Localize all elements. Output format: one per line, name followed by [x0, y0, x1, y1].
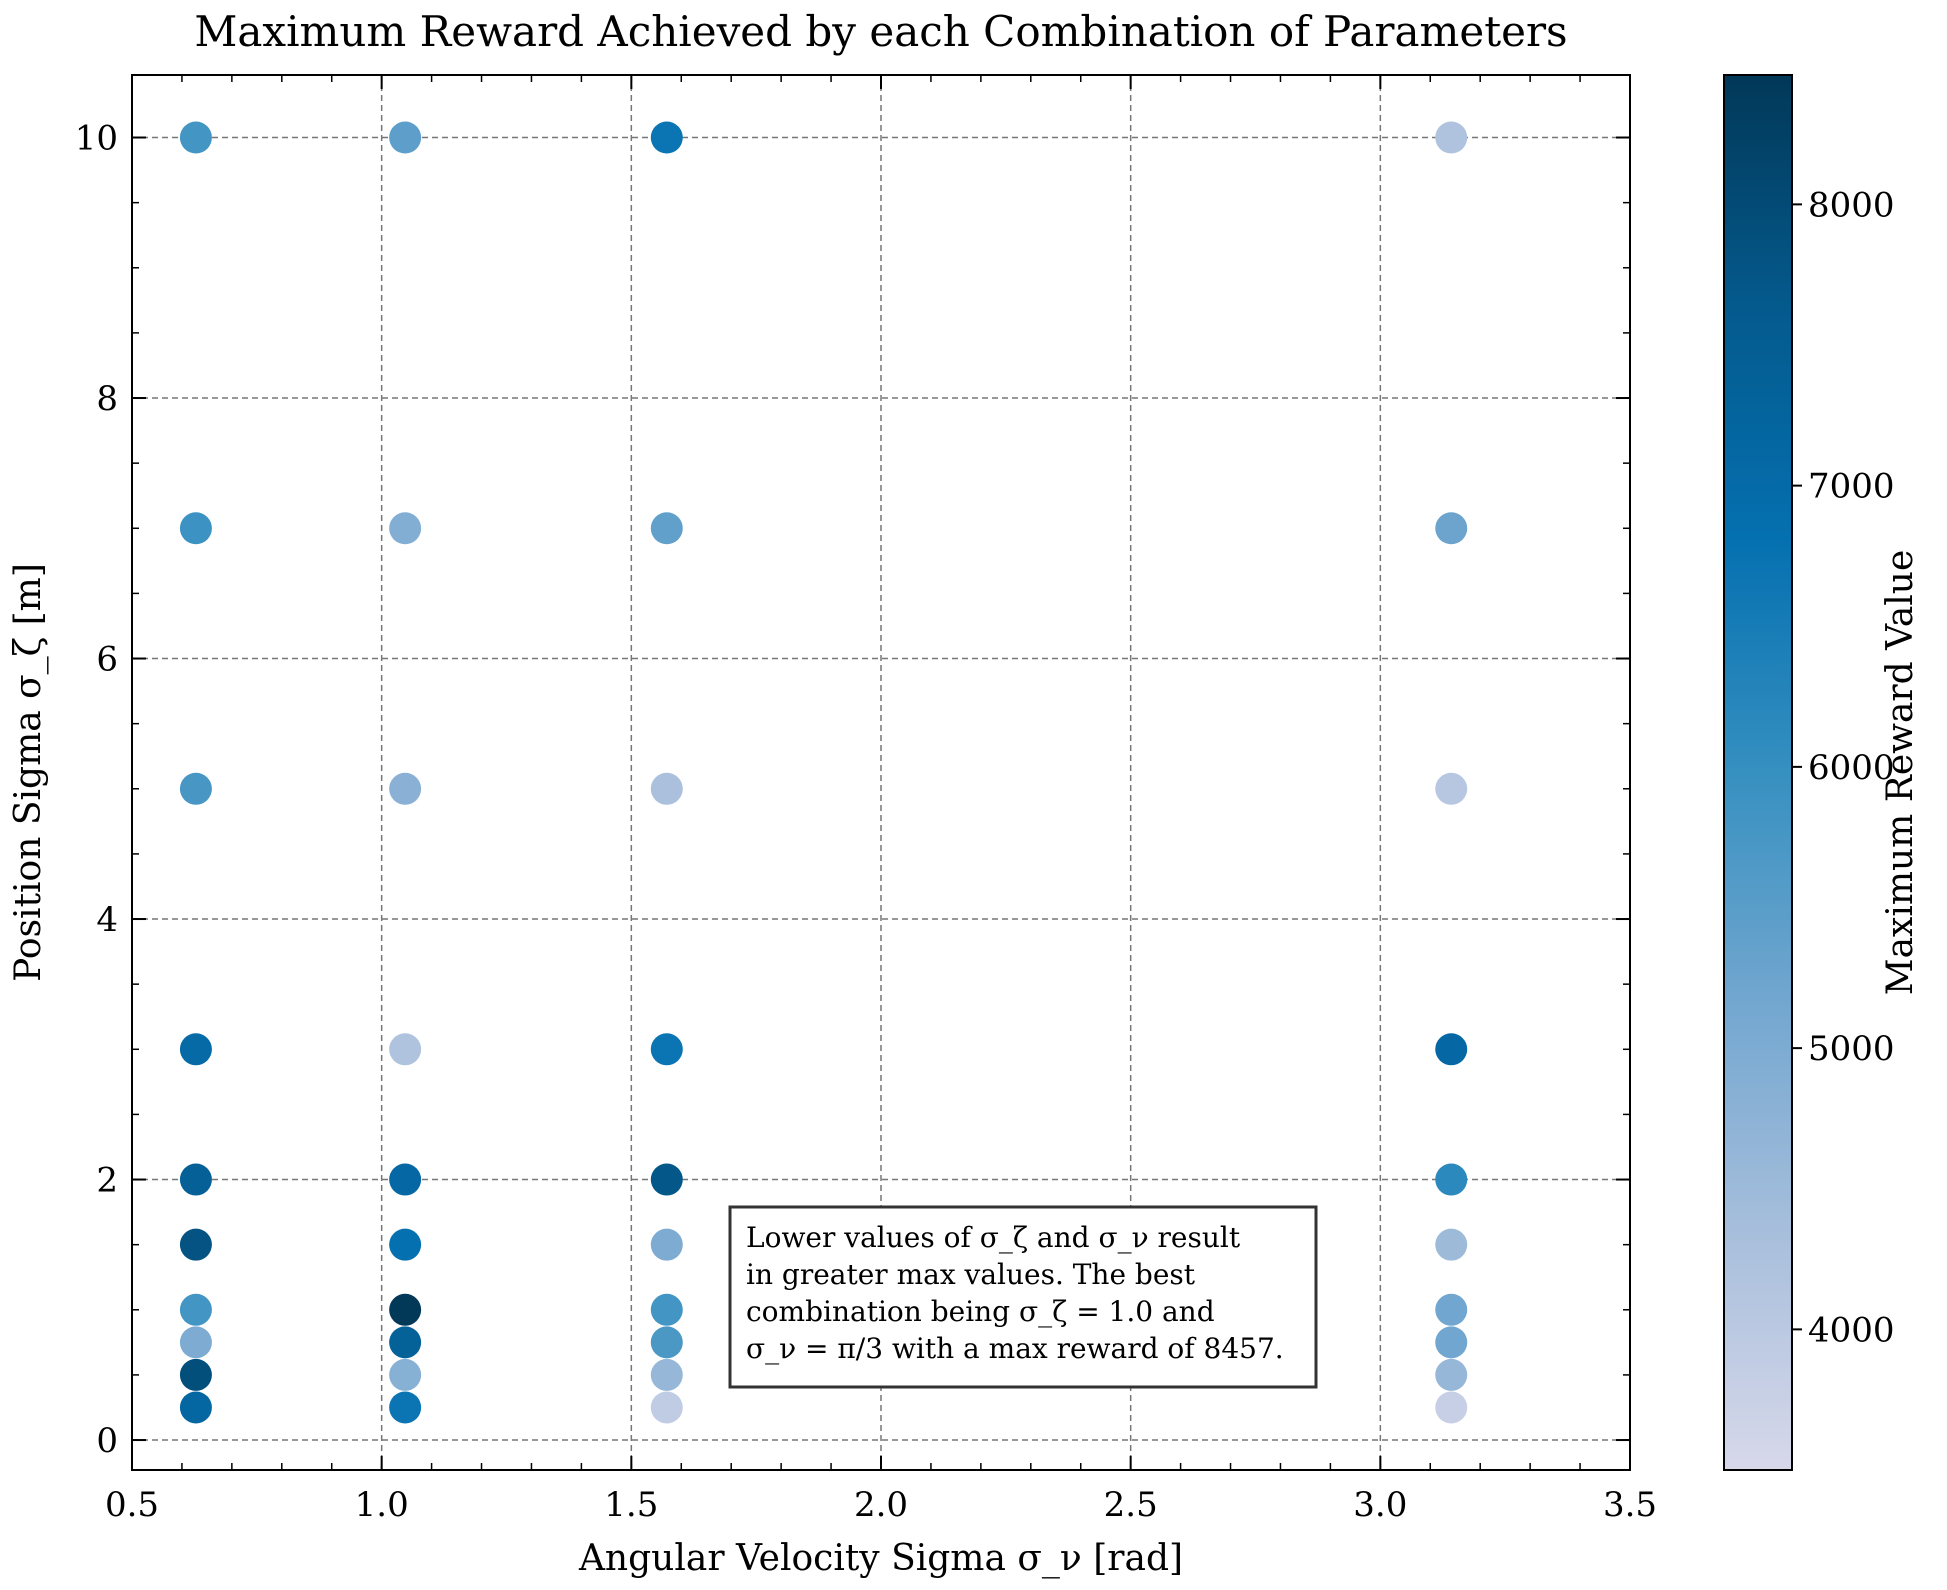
annotation-line: combination being σ_ζ = 1.0 and	[746, 1295, 1215, 1328]
x-tick-label: 2.5	[1104, 1485, 1158, 1525]
x-tick-label: 1.0	[355, 1485, 409, 1525]
y-tick-label: 8	[96, 379, 118, 419]
data-point	[650, 1293, 683, 1326]
data-point	[1435, 1228, 1468, 1261]
data-point	[389, 1228, 422, 1261]
colorbar: 4000 5000 6000 7000 8000 Maximum Reward Valu…	[1723, 74, 1921, 1471]
x-tick-label: 3.5	[1603, 1485, 1657, 1525]
annotation-line: σ_ν = π/3 with a max reward of 8457.	[746, 1332, 1284, 1365]
colorbar-label: Maximum Reward Value	[1880, 550, 1921, 996]
data-point	[389, 1163, 422, 1196]
data-point	[1435, 1033, 1468, 1066]
y-tick-label: 2	[96, 1161, 118, 1201]
colorbar-tick-label: 6000	[1808, 748, 1895, 788]
annotation-box: Lower values of σ_ζ and σ_ν result in gr…	[728, 1205, 1318, 1389]
colorbar-tick-label: 4000	[1808, 1310, 1895, 1350]
colorbar-gradient	[1723, 74, 1793, 1471]
data-point	[1435, 1358, 1468, 1391]
data-point	[650, 1228, 683, 1261]
data-point	[650, 1326, 683, 1359]
data-point	[179, 1358, 212, 1391]
data-point	[1435, 1293, 1468, 1326]
data-point	[389, 1326, 422, 1359]
x-tick-label: 3.0	[1353, 1485, 1407, 1525]
data-point	[389, 1033, 422, 1066]
data-point	[179, 1228, 212, 1261]
data-point	[179, 1163, 212, 1196]
y-axis-label: Position Sigma σ_ζ [m]	[8, 563, 49, 982]
colorbar-tick-label: 5000	[1808, 1029, 1895, 1069]
colorbar-tick-label: 7000	[1808, 467, 1895, 507]
x-axis-label: Angular Velocity Sigma σ_ν [rad]	[578, 1538, 1183, 1579]
colorbar-ticks: 4000 5000 6000 7000 8000	[1792, 185, 1895, 1350]
colorbar-tick-label: 8000	[1808, 185, 1895, 225]
data-point	[650, 772, 683, 805]
data-point	[389, 1293, 422, 1326]
data-point	[650, 512, 683, 545]
data-point	[179, 512, 212, 545]
data-point	[389, 512, 422, 545]
data-point	[1435, 772, 1468, 805]
axis-ticks: 0.5 1.0 1.5 2.0 2.5 3.0 3.5 0 2 4 6 8 10	[75, 75, 1657, 1525]
y-tick-label: 10	[75, 119, 118, 159]
data-point	[1435, 1163, 1468, 1196]
annotation-line: Lower values of σ_ζ and σ_ν result	[746, 1221, 1241, 1254]
y-tick-label: 0	[96, 1421, 118, 1461]
annotation-line: in greater max values. The best	[746, 1258, 1196, 1291]
data-point	[389, 772, 422, 805]
data-point	[389, 121, 422, 154]
data-point	[650, 1358, 683, 1391]
data-point	[650, 1163, 683, 1196]
data-point	[650, 1391, 683, 1424]
data-point	[179, 1391, 212, 1424]
data-point	[179, 121, 212, 154]
data-point	[650, 121, 683, 154]
data-point	[1435, 1326, 1468, 1359]
data-point	[1435, 1391, 1468, 1424]
data-point	[650, 1033, 683, 1066]
y-tick-label: 4	[96, 900, 118, 940]
chart-title: Maximum Reward Achieved by each Combinat…	[194, 7, 1567, 56]
data-point	[179, 1326, 212, 1359]
x-tick-label: 2.0	[854, 1485, 908, 1525]
data-point	[1435, 121, 1468, 154]
data-point	[179, 1033, 212, 1066]
data-point	[179, 772, 212, 805]
y-tick-label: 6	[96, 640, 118, 680]
data-point	[1435, 512, 1468, 545]
x-tick-label: 0.5	[105, 1485, 159, 1525]
x-tick-label: 1.5	[604, 1485, 658, 1525]
data-points	[179, 121, 1468, 1424]
data-point	[389, 1391, 422, 1424]
data-point	[179, 1293, 212, 1326]
data-point	[389, 1358, 422, 1391]
